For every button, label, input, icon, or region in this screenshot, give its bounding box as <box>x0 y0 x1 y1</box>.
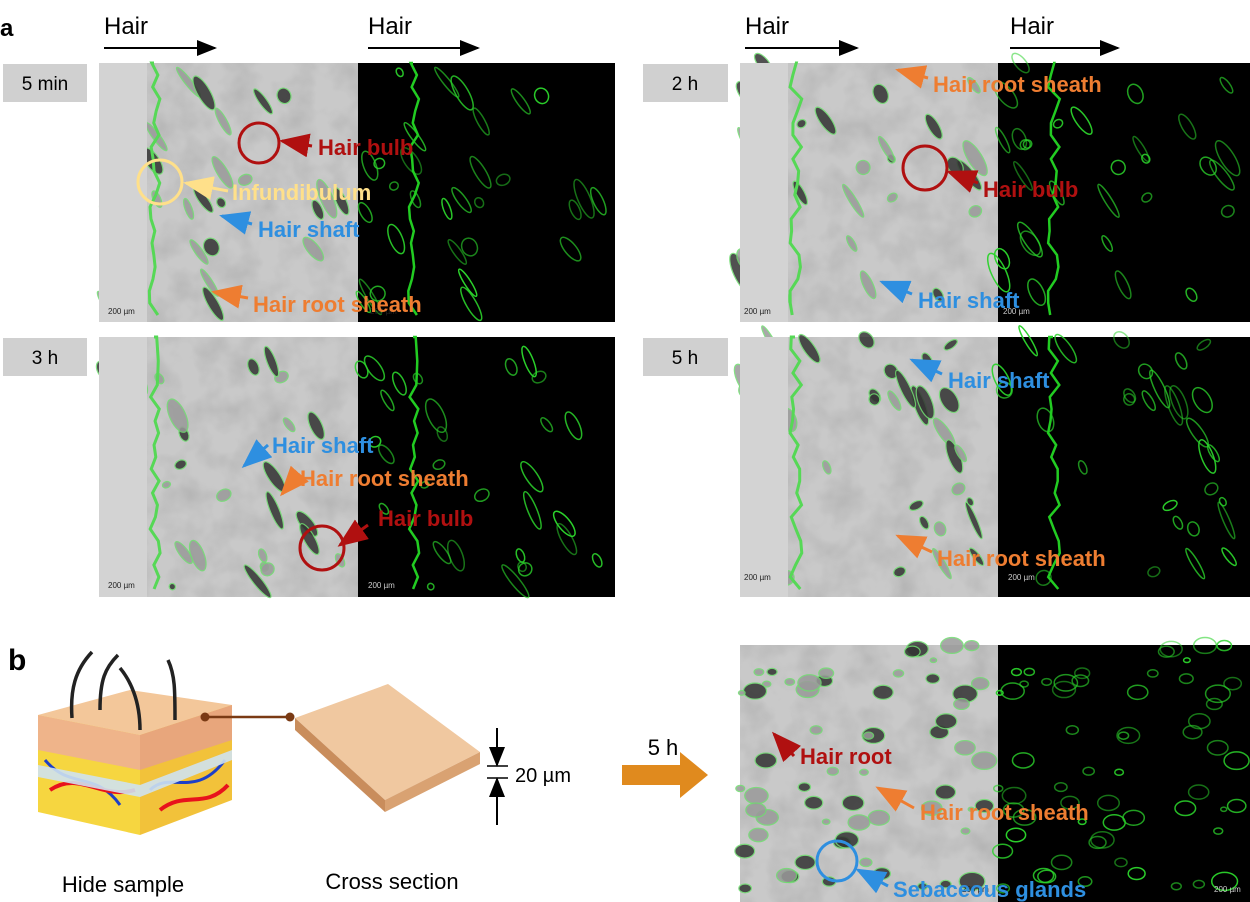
structure <box>860 858 872 867</box>
scale-bar: 200 µm <box>1008 573 1035 582</box>
time-label: 3 h <box>32 348 58 369</box>
structure <box>972 752 997 769</box>
structure <box>954 698 970 709</box>
structure <box>935 714 956 729</box>
micrograph <box>735 638 1250 902</box>
structure <box>955 741 976 755</box>
scale-bar: 200 µm <box>1214 885 1241 894</box>
caption: Hide sample <box>62 872 184 897</box>
annotation: Hair root sheath <box>937 546 1106 571</box>
structure <box>749 828 768 842</box>
connector-dot <box>201 713 210 722</box>
annotation: Infundibulum <box>232 180 371 205</box>
scale-bar: 200 µm <box>744 573 771 582</box>
structure <box>819 668 834 678</box>
structure <box>930 658 937 663</box>
structure <box>810 726 822 734</box>
connector-dot <box>286 713 295 722</box>
skin-illustration <box>38 652 232 835</box>
annotation: Hair shaft <box>272 433 374 458</box>
arrow-label: 5 h <box>648 735 679 760</box>
annotation: Hair root sheath <box>300 466 469 491</box>
structure <box>745 787 768 803</box>
structure <box>805 796 823 809</box>
background <box>740 63 788 322</box>
structure <box>905 646 921 657</box>
structure <box>798 783 810 792</box>
panel-label: a <box>0 15 14 42</box>
structure <box>822 819 830 824</box>
time-label: 5 h <box>672 348 698 369</box>
time-label: 2 h <box>672 74 698 95</box>
structure <box>777 868 797 882</box>
time-label: 5 min <box>22 74 68 95</box>
structure <box>754 669 764 676</box>
header: Hair <box>368 13 412 40</box>
header: Hair <box>745 13 789 40</box>
cross-section-slab <box>295 684 480 812</box>
background <box>740 337 788 597</box>
structure <box>863 732 873 739</box>
structure <box>941 638 964 654</box>
structure <box>767 668 777 675</box>
scale-bar: 200 µm <box>108 581 135 590</box>
structure <box>785 679 795 686</box>
annotation: Hair root sheath <box>253 292 422 317</box>
header: Hair <box>104 13 148 40</box>
structure <box>736 785 745 791</box>
structure <box>842 795 864 810</box>
structure <box>935 785 955 799</box>
structure <box>746 803 766 817</box>
scale-bar: 200 µm <box>744 307 771 316</box>
scale-bar: 200 µm <box>108 307 135 316</box>
annotation: Hair bulb <box>318 135 413 160</box>
structure <box>926 674 940 684</box>
structure <box>961 828 970 834</box>
structure <box>738 691 745 696</box>
structure <box>873 685 893 699</box>
annotation: Hair root sheath <box>920 800 1089 825</box>
thickness-label: 20 µm <box>515 765 571 787</box>
annotation: Hair root <box>800 744 892 769</box>
annotation: Hair root sheath <box>933 72 1102 97</box>
caption: Cross section <box>325 869 458 894</box>
annotation: Hair shaft <box>258 217 360 242</box>
structure <box>964 641 978 651</box>
structure <box>860 769 869 775</box>
structure <box>798 675 821 691</box>
structure <box>735 844 755 858</box>
annotation: Sebaceous glands <box>893 877 1086 902</box>
structure <box>848 815 870 830</box>
structure <box>972 678 989 690</box>
header: Hair <box>1010 13 1054 40</box>
figure: a Hair Hair Hair Hair 5 min 2 h 3 h 5 h … <box>0 0 1250 902</box>
structure <box>739 884 752 893</box>
fluorescence <box>998 645 1250 902</box>
background <box>99 337 147 597</box>
scale-bar: 200 µm <box>368 581 395 590</box>
structure <box>795 855 815 869</box>
panel-label: b <box>8 644 26 677</box>
structure <box>743 683 766 699</box>
fluorescence <box>358 63 615 322</box>
structure <box>893 670 903 677</box>
structure <box>868 810 889 825</box>
annotation: Hair bulb <box>983 177 1078 202</box>
structure <box>755 753 776 768</box>
structure <box>874 868 891 880</box>
annotation: Hair shaft <box>948 368 1050 393</box>
annotation: Hair shaft <box>918 288 1020 313</box>
annotation: Hair bulb <box>378 506 473 531</box>
